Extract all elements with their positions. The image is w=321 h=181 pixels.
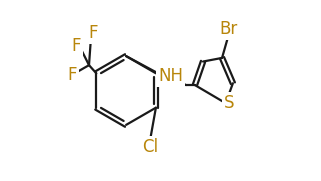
Text: Cl: Cl (142, 138, 158, 156)
Text: Br: Br (220, 20, 238, 38)
Text: S: S (224, 94, 234, 112)
Text: NH: NH (158, 67, 183, 85)
Text: F: F (68, 66, 77, 84)
Text: F: F (89, 24, 98, 43)
Text: F: F (72, 37, 81, 55)
